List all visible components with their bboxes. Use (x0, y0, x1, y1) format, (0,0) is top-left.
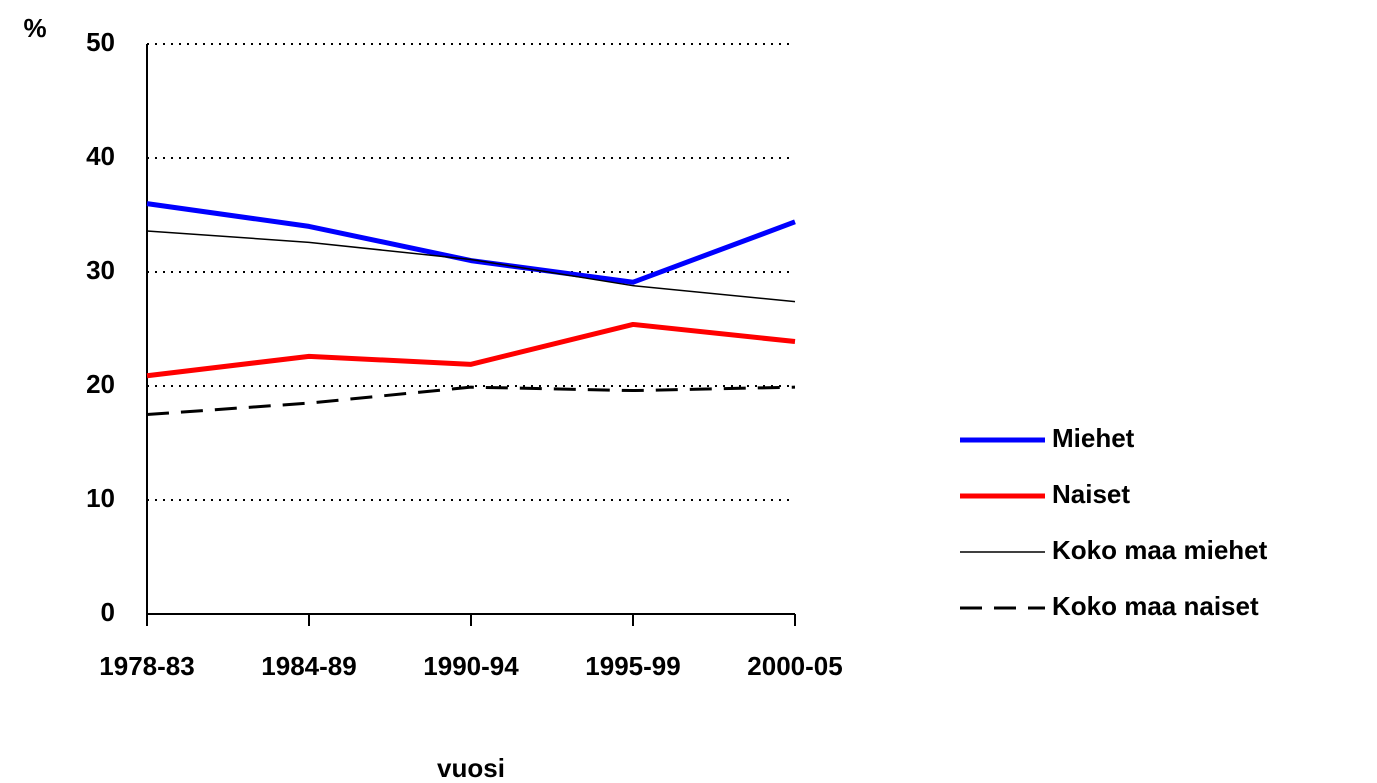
legend-label: Naiset (1052, 479, 1130, 509)
series-line (146, 321, 796, 379)
series-line (146, 230, 796, 303)
y-axis-label: % (23, 13, 46, 43)
legend-label: Koko maa naiset (1052, 591, 1259, 621)
x-tick-label: 1984-89 (261, 651, 356, 681)
y-tick-label: 40 (86, 141, 115, 171)
x-tick-label: 1978-83 (99, 651, 194, 681)
series-line (146, 385, 796, 416)
y-tick-label: 50 (86, 27, 115, 57)
x-axis-label: vuosi (437, 753, 505, 783)
legend-label: Koko maa miehet (1052, 535, 1268, 565)
y-tick-label: 30 (86, 255, 115, 285)
x-tick-label: 2000-05 (747, 651, 842, 681)
y-tick-label: 0 (101, 597, 115, 627)
legend-label: Miehet (1052, 423, 1135, 453)
series-line (146, 201, 796, 285)
x-tick-label: 1990-94 (423, 651, 519, 681)
y-tick-label: 20 (86, 369, 115, 399)
y-tick-label: 10 (86, 483, 115, 513)
x-tick-label: 1995-99 (585, 651, 680, 681)
